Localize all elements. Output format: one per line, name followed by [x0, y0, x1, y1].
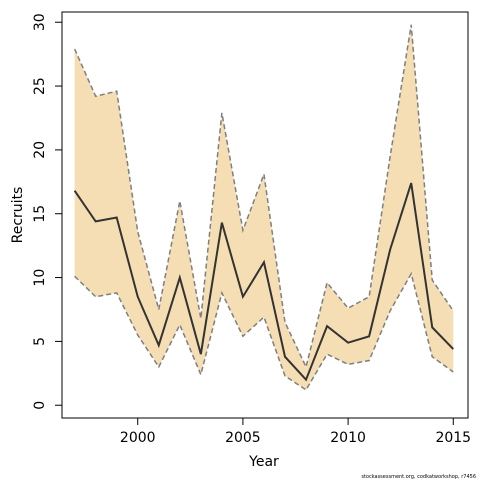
y-tick-label: 30 — [32, 13, 48, 31]
y-tick-label: 20 — [32, 141, 48, 159]
plot-frame — [61, 11, 469, 419]
x-tick-label: 2015 — [435, 430, 471, 446]
y-tick-label: 0 — [32, 401, 48, 410]
footnote: stockassessment.org, codkatworkshop, r74… — [361, 474, 476, 480]
y-tick-label: 25 — [32, 77, 48, 95]
lower-bound — [74, 271, 454, 391]
x-axis-label: Year — [248, 454, 279, 470]
y-tick-label: 15 — [32, 205, 48, 223]
x-tick-label: 2005 — [225, 430, 261, 446]
y-axis-label: Recruits — [10, 187, 26, 244]
y-tick-label: 10 — [32, 269, 48, 287]
confidence-band — [74, 24, 454, 390]
upper-bound — [73, 24, 454, 370]
x-tick-label: 2010 — [330, 430, 366, 446]
x-tick-label: 2000 — [120, 430, 156, 446]
y-tick-label: 5 — [32, 337, 48, 346]
estimate-line — [73, 182, 454, 382]
